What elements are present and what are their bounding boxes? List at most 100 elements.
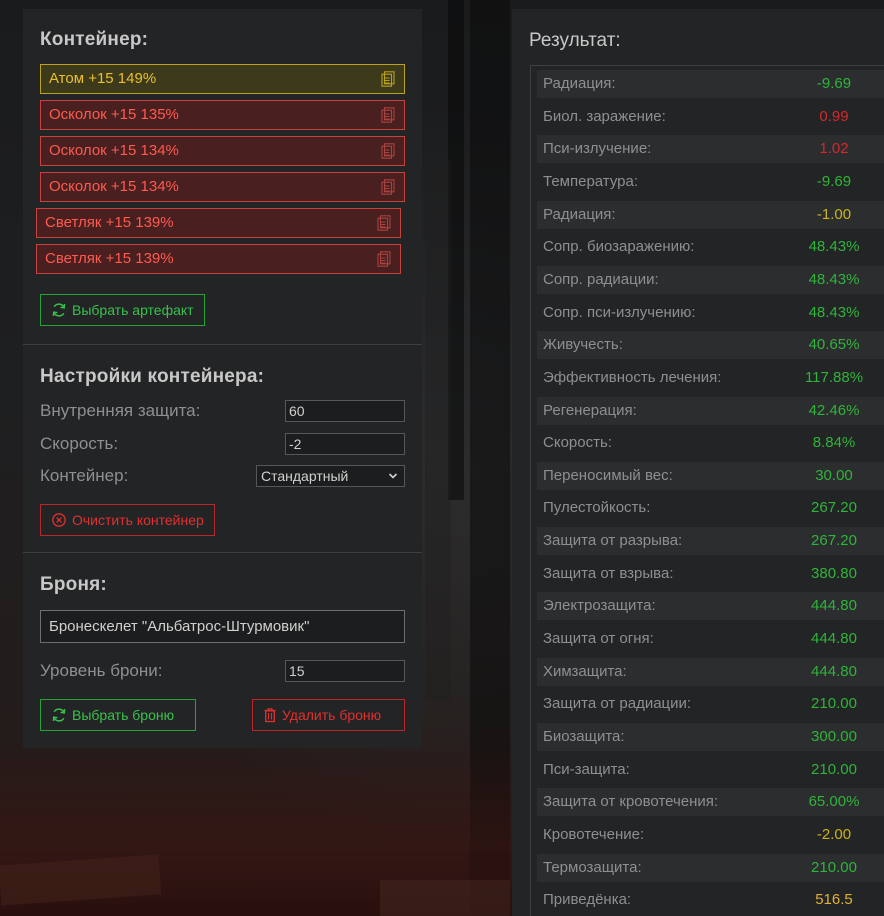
result-value: 48.43% [808, 270, 860, 288]
container-section: Контейнер: Атом +15 149% Осколок +15 135%… [23, 9, 422, 326]
result-value: -1.00 [816, 205, 852, 223]
result-value: -9.69 [816, 172, 852, 190]
inner-protection-label: Внутренняя защита: [40, 401, 201, 420]
section-divider [23, 344, 422, 345]
armor-title: Броня: [40, 574, 107, 595]
background-log [380, 880, 510, 916]
result-value: 267.20 [811, 532, 857, 550]
result-row: Биол. заражение: 0.99 [537, 103, 884, 131]
result-table: Радиация: -9.69 Биол. заражение: 0.99 Пси-из… [530, 65, 884, 916]
settings-title: Настройки контейнера: [40, 366, 265, 387]
result-row: Сопр. пси-излучению: 48.43% [537, 299, 884, 327]
result-label: Пси-защита: [543, 760, 630, 778]
result-label: Электрозащита: [543, 597, 656, 615]
result-label: Переносимый вес: [543, 466, 673, 484]
result-value: 300.00 [811, 728, 857, 745]
result-row: Защита от разрыва: 267.20 [537, 527, 884, 556]
result-row: Защита от кровотечения: 65.00% [537, 788, 884, 817]
select-armor-label: Выбрать броню [72, 707, 175, 723]
artifact-label: Атом +15 149% [49, 70, 157, 87]
result-row: Температура: -9.69 [537, 168, 884, 196]
artifact-label: Осколок +15 134% [49, 178, 179, 195]
artifact-label: Осколок +15 135% [49, 106, 179, 123]
result-value: 210.00 [811, 760, 857, 778]
select-armor-button[interactable]: Выбрать броню [40, 699, 196, 731]
result-row: Эффективность лечения: 117.88% [537, 364, 884, 392]
result-label: Приведёнка: [543, 891, 632, 909]
result-label: Пулестойкость: [543, 499, 651, 517]
result-label: Эффективность лечения: [543, 368, 722, 386]
result-value: -2.00 [816, 825, 852, 843]
result-label: Радиация: [543, 75, 616, 92]
result-value: -9.69 [816, 75, 852, 92]
inner-protection-input[interactable] [285, 400, 405, 422]
chevron-down-icon [388, 473, 398, 479]
result-label: Защита от разрыва: [543, 532, 683, 550]
document-icon [381, 107, 395, 123]
result-label: Сопр. радиации: [543, 270, 659, 288]
section-divider [23, 552, 422, 553]
refresh-icon [52, 708, 66, 722]
result-row: Сопр. радиации: 48.43% [537, 265, 884, 294]
refresh-icon [52, 303, 66, 317]
result-value: 516.5 [815, 891, 853, 909]
delete-armor-button[interactable]: Удалить броню [252, 699, 405, 731]
result-label: Скорость: [543, 434, 612, 452]
artifact-item[interactable]: Светляк +15 139% [36, 244, 401, 274]
document-icon [381, 143, 395, 159]
result-value: 1.02 [819, 140, 849, 158]
armor-name-field[interactable]: Бронескелет "Альбатрос-Штурмовик" [40, 610, 405, 643]
result-row: Переносимый вес: 30.00 [537, 461, 884, 490]
result-row: Радиация: -1.00 [537, 200, 884, 229]
result-title: Результат: [529, 30, 621, 51]
container-type-select[interactable]: Стандартный [256, 465, 405, 487]
result-label: Пси-излучение: [543, 140, 652, 158]
artifact-list: Атом +15 149% Осколок +15 135% Осколок +15… [36, 64, 405, 274]
result-value: 117.88% [804, 368, 864, 386]
result-row: Пси-защита: 210.00 [537, 756, 884, 784]
document-icon [381, 179, 395, 195]
delete-armor-label: Удалить броню [282, 707, 382, 723]
result-label: Биозащита: [543, 728, 625, 745]
result-label: Сопр. пси-излучению: [543, 303, 696, 321]
result-row: Приведёнка: 516.5 [537, 886, 884, 914]
result-row: Кровотечение: -2.00 [537, 821, 884, 849]
select-artifact-button[interactable]: Выбрать артефакт [40, 294, 205, 326]
speed-label: Скорость: [40, 434, 119, 453]
result-label: Защита от радиации: [543, 695, 692, 713]
speed-input[interactable] [285, 433, 405, 455]
background-tree [448, 0, 464, 500]
select-artifact-label: Выбрать артефакт [72, 302, 194, 318]
result-row: Скорость: 8.84% [537, 429, 884, 457]
armor-level-input[interactable] [285, 660, 405, 682]
result-label: Защита от кровотечения: [543, 793, 719, 811]
result-row: Живучесть: 40.65% [537, 331, 884, 360]
result-label: Биол. заражение: [543, 107, 666, 125]
document-icon [377, 215, 391, 231]
container-panel: Контейнер: Атом +15 149% Осколок +15 135%… [23, 9, 422, 748]
result-row: Химзащита: 444.80 [537, 657, 884, 686]
result-value: 40.65% [808, 336, 860, 354]
result-row: Сопр. биозаражению: 48.43% [537, 233, 884, 261]
clear-container-label: Очистить контейнер [72, 512, 204, 528]
artifact-item[interactable]: Осколок +15 135% [40, 100, 405, 130]
armor-level-label: Уровень брони: [40, 661, 163, 680]
result-row: Пси-излучение: 1.02 [537, 135, 884, 164]
result-row: Термозащита: 210.00 [537, 853, 884, 882]
artifact-item[interactable]: Атом +15 149% [40, 64, 405, 94]
artifact-label: Осколок +15 134% [49, 142, 179, 159]
result-label: Температура: [543, 172, 639, 190]
trash-icon [264, 708, 276, 723]
artifact-item[interactable]: Осколок +15 134% [40, 172, 405, 202]
clear-container-button[interactable]: Очистить контейнер [40, 504, 215, 536]
result-value: 444.80 [811, 630, 857, 648]
container-title: Контейнер: [40, 29, 149, 50]
result-value: 210.00 [811, 695, 857, 713]
artifact-label: Светляк +15 139% [45, 250, 174, 267]
artifact-item[interactable]: Осколок +15 134% [40, 136, 405, 166]
result-value: 65.00% [808, 793, 860, 811]
document-icon [381, 71, 395, 87]
result-panel: Результат: Радиация: -9.69 Биол. заражение… [512, 9, 884, 916]
artifact-item[interactable]: Светляк +15 139% [36, 208, 401, 238]
result-label: Термозащита: [543, 858, 642, 876]
